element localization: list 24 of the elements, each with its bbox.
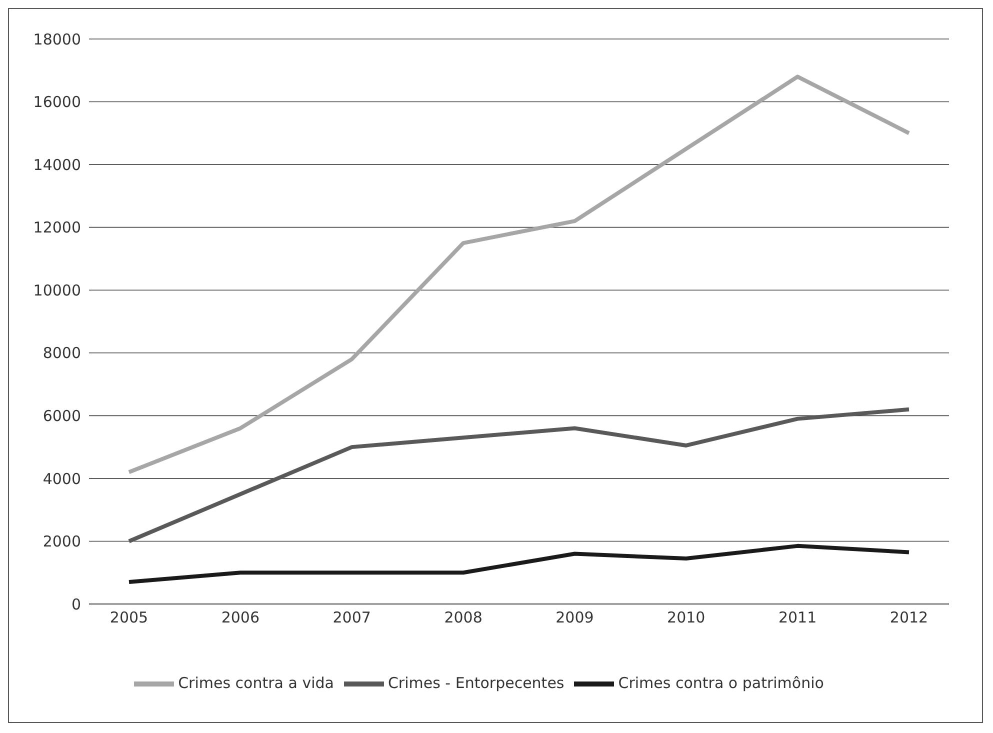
y-tick-label: 12000 bbox=[33, 218, 81, 237]
legend-label: Crimes contra a vida bbox=[178, 674, 334, 692]
x-tick-label: 2011 bbox=[778, 608, 817, 627]
line-series bbox=[127, 407, 911, 544]
y-tick-label: 6000 bbox=[42, 406, 81, 425]
y-tick-label: 8000 bbox=[42, 344, 81, 362]
x-tick-label: 2007 bbox=[332, 608, 371, 627]
legend-label: Crimes contra o patrimônio bbox=[618, 674, 824, 692]
line-series bbox=[127, 544, 911, 584]
legend-label: Crimes - Entorpecentes bbox=[388, 674, 564, 692]
y-tick-label: 10000 bbox=[33, 281, 81, 300]
x-tick-label: 2010 bbox=[667, 608, 706, 627]
x-tick-label: 2006 bbox=[221, 608, 260, 627]
line-series bbox=[127, 74, 911, 474]
x-tick-label: 2008 bbox=[444, 608, 482, 627]
y-tick-label: 14000 bbox=[33, 156, 81, 174]
x-tick-label: 2005 bbox=[110, 608, 148, 627]
x-tick-label: 2009 bbox=[556, 608, 594, 627]
y-tick-label: 18000 bbox=[33, 30, 81, 48]
x-tick-label: 2012 bbox=[890, 608, 928, 627]
y-tick-label: 0 bbox=[71, 595, 81, 614]
y-tick-label: 4000 bbox=[42, 470, 81, 488]
y-tick-label: 2000 bbox=[42, 532, 81, 551]
y-tick-label: 16000 bbox=[33, 93, 81, 112]
